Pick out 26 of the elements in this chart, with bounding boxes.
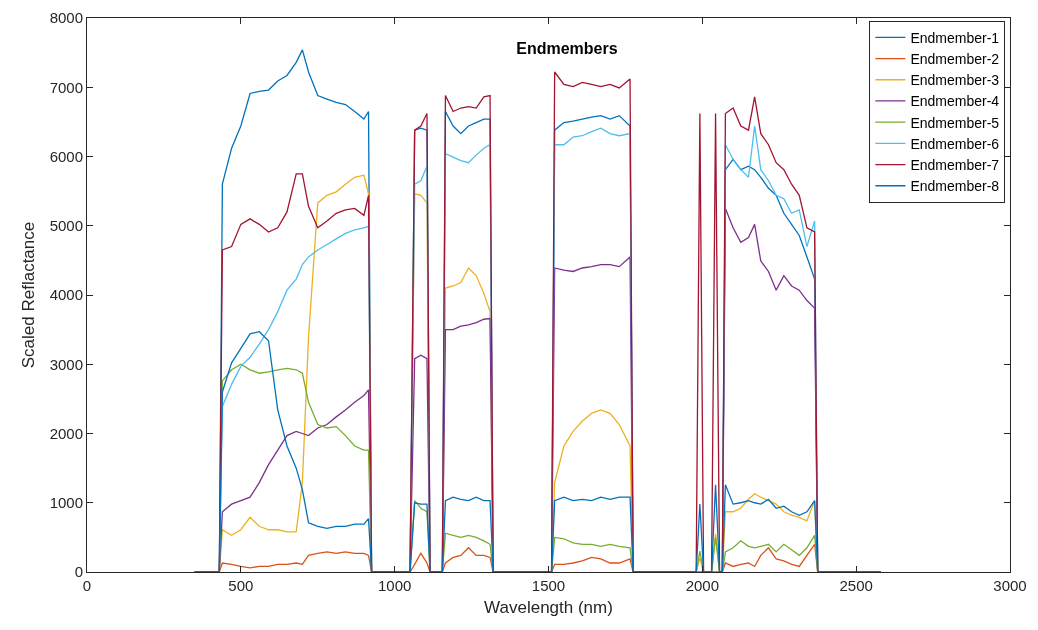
legend-label: Endmember-2 bbox=[910, 51, 1000, 68]
x-tick-label: 1000 bbox=[377, 577, 412, 594]
y-tick-label: 1000 bbox=[49, 494, 83, 511]
legend-label: Endmember-4 bbox=[910, 93, 1000, 110]
x-tick-label: 3000 bbox=[993, 577, 1027, 594]
y-tick-label: 5000 bbox=[49, 217, 83, 234]
x-tick-label: 500 bbox=[228, 577, 254, 594]
y-tick-label: 7000 bbox=[49, 78, 83, 96]
legend-label: Endmember-3 bbox=[910, 72, 1000, 89]
x-tick-label: 2500 bbox=[839, 577, 873, 594]
y-tick-label: 8000 bbox=[49, 9, 83, 27]
legend-label: Endmember-6 bbox=[910, 135, 1000, 152]
y-tick-label: 0 bbox=[74, 563, 83, 581]
y-tick-label: 4000 bbox=[49, 286, 83, 304]
y-axis-title: Scaled Reflactance bbox=[19, 221, 39, 369]
legend-label: Endmember-8 bbox=[910, 178, 1000, 195]
y-tick-label: 6000 bbox=[49, 147, 83, 165]
x-tick-label: 2000 bbox=[685, 577, 720, 594]
legend-label: Endmember-7 bbox=[910, 157, 1000, 174]
legend-label: Endmember-1 bbox=[910, 29, 1000, 46]
text: Endmembers bbox=[516, 39, 618, 57]
legend-label: Endmember-5 bbox=[910, 114, 1000, 131]
x-axis-title: Wavelength (nm) bbox=[484, 598, 613, 618]
x-tick-label: 1500 bbox=[531, 577, 566, 594]
y-tick-label: 2000 bbox=[49, 424, 83, 442]
y-tick-label: 3000 bbox=[49, 355, 83, 373]
